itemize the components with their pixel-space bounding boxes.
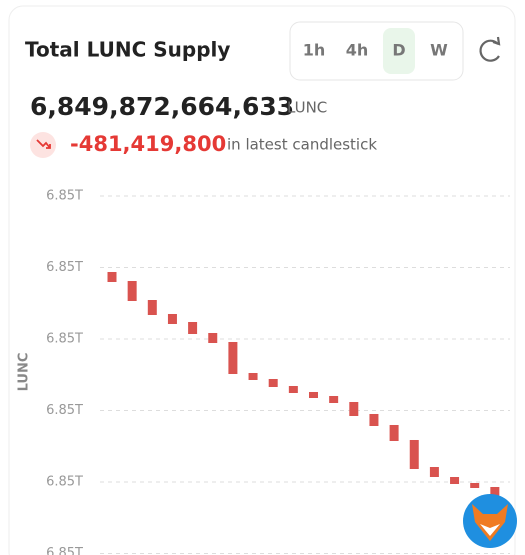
timeframe-button[interactable]: 1h [303,41,326,60]
timeframe-button[interactable]: 4h [346,41,369,60]
candle-body [429,467,439,477]
candle-body [127,280,137,301]
change-value: -481,419,800 [70,132,226,156]
candle-body [490,486,500,496]
candle-body [167,313,177,324]
candle-body [248,372,258,380]
y-tick-label: 6.85T [46,331,83,346]
y-tick-label: 6.85T [46,260,83,275]
timeframe-button[interactable]: D [392,41,405,60]
y-tick-label: 6.85T [46,546,83,555]
supply-unit: LUNC [287,99,327,117]
candle-body [329,395,339,403]
title: Total LUNC Supply [25,38,230,62]
logo [463,494,517,548]
candle-body [389,424,399,441]
candle-body [188,321,198,334]
y-axis-label: LUNC [17,353,32,392]
refresh-button[interactable] [479,36,501,62]
change-icon [36,139,51,149]
card [8,5,516,555]
timeframe-group [289,21,464,81]
y-tick-label: 6.85T [46,403,83,418]
timeframe-active-bg [383,28,415,74]
y-tick-label: 6.85T [46,188,83,203]
candle-body [288,385,298,393]
candle-body [268,378,278,387]
logo-face [480,524,500,536]
refresh-icon [479,39,500,62]
candle-body [369,413,379,426]
logo-fox [472,504,508,541]
candle-body [228,341,238,374]
candle-body [147,300,157,315]
candle-body [470,482,480,488]
candle-body [208,332,218,343]
y-tick-label: 6.85T [46,474,83,489]
candle-body [309,391,318,398]
refresh-arrow [492,36,501,46]
candle-body [409,439,419,469]
timeframe-button[interactable]: W [430,41,448,60]
supply-value: 6,849,872,664,633 [30,92,294,121]
candle-body [450,476,460,485]
change-note: in latest candlestick [227,136,377,154]
candle-body [107,271,117,283]
candle-body [349,401,359,416]
